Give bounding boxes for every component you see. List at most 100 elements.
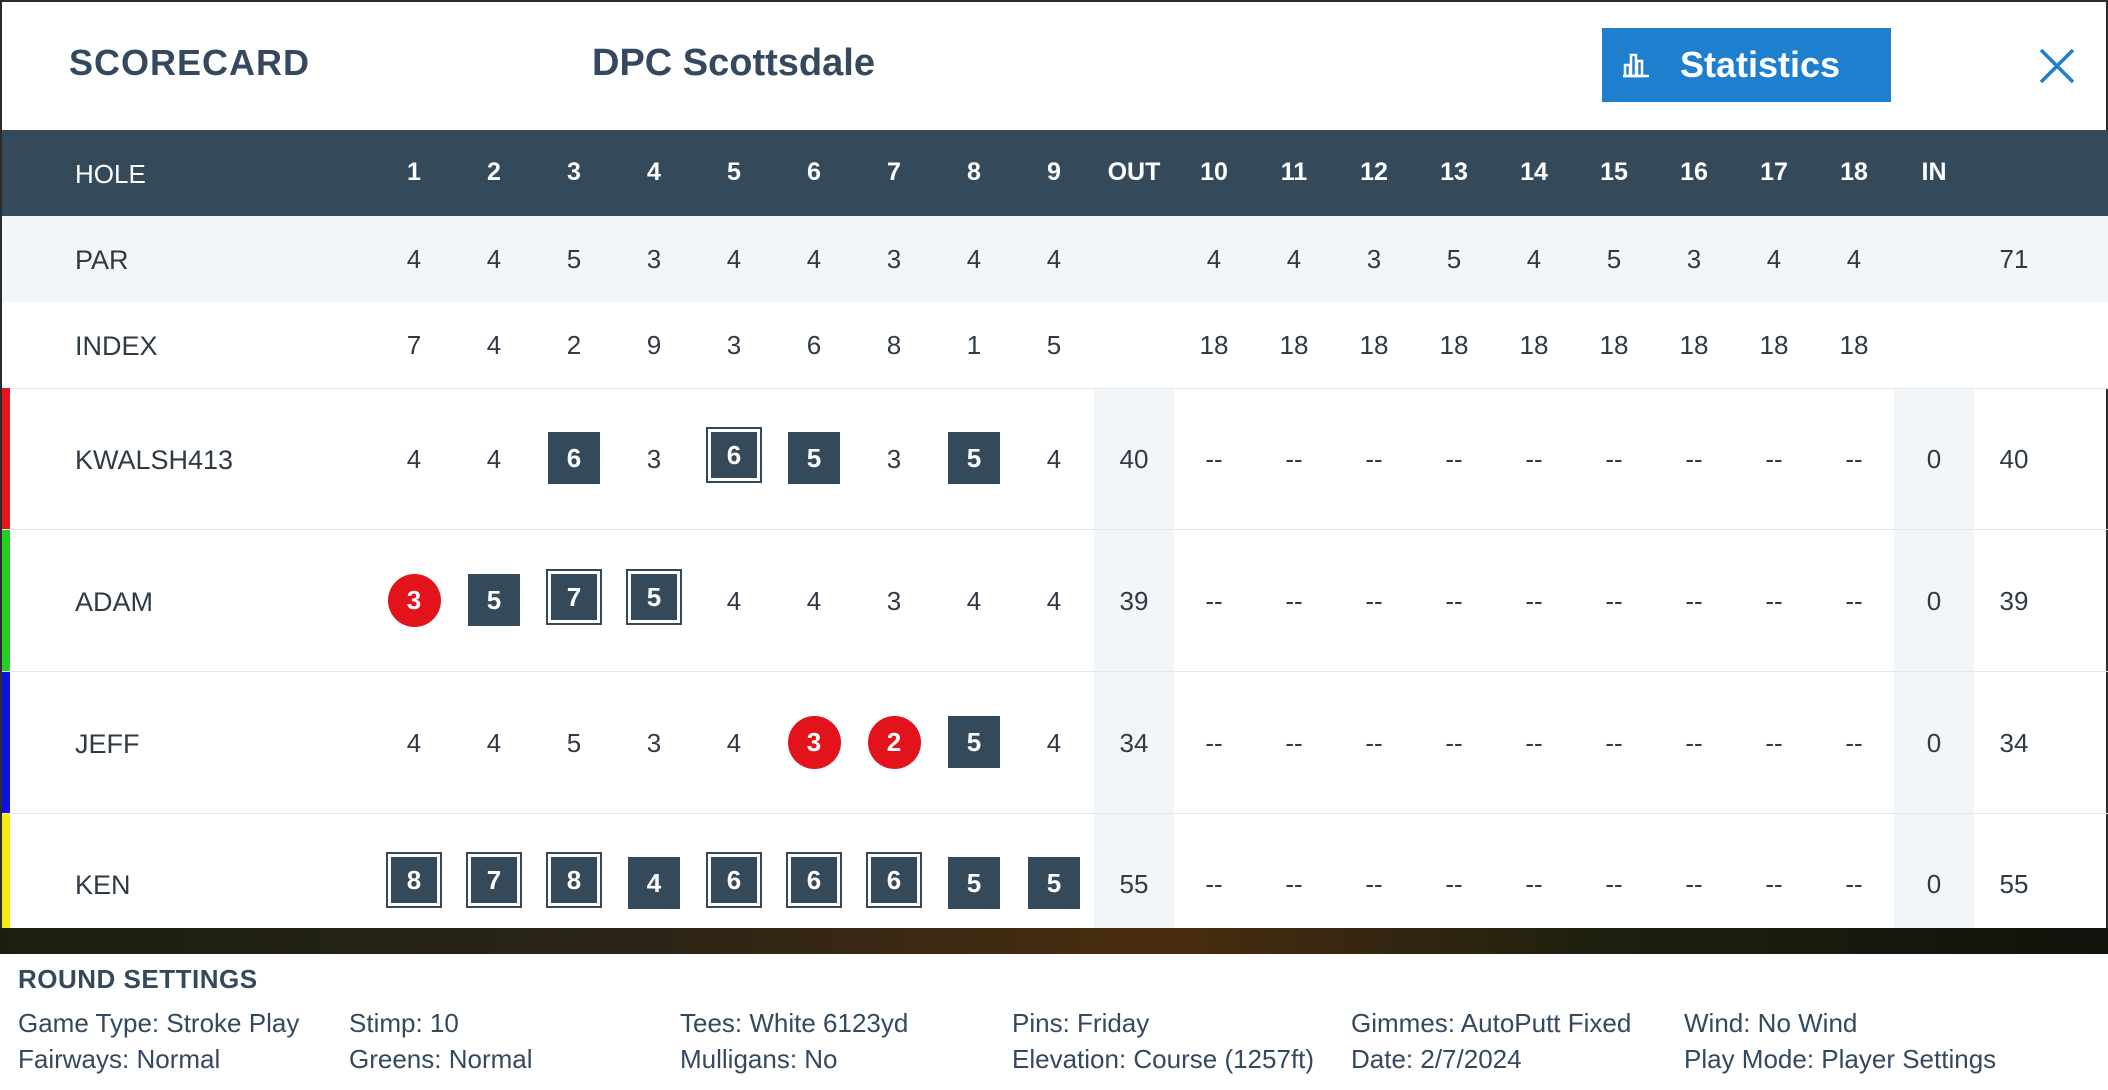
header-row: HOLE 1 2 3 4 5 6 7 8 9 OUT 10 11 12 13 14 15 16 17 18 IN [2, 130, 2108, 216]
score-cell: -- [1205, 585, 1223, 616]
score-cell: -- [1845, 727, 1863, 758]
par-value: 4 [726, 244, 742, 274]
index-value: 18 [1359, 330, 1389, 360]
par-value: 5 [1606, 244, 1622, 274]
score-cell: 4 [624, 857, 684, 909]
score-cell: 7 [544, 568, 604, 625]
score-cell: -- [1685, 585, 1703, 616]
index-value: 4 [486, 330, 502, 360]
score-cell: 7 [464, 852, 524, 908]
index-value: 8 [886, 330, 902, 360]
hole-number: 5 [727, 158, 741, 186]
hole-number: 18 [1840, 158, 1868, 186]
index-value: 6 [806, 330, 822, 360]
par-value: 4 [486, 244, 502, 274]
score-cell: 8 [544, 852, 604, 908]
index-value: 18 [1519, 330, 1549, 360]
score-cell: 0 [1926, 727, 1942, 758]
over-par-badge: 7 [466, 852, 522, 908]
player-name: KWALSH413 [75, 444, 234, 475]
index-row: INDEX 7 4 2 9 3 6 8 1 5 18 18 18 18 18 18 18 18 18 [2, 302, 2108, 389]
par-value: 3 [886, 244, 902, 274]
hole-number: 3 [567, 158, 581, 186]
par-value: 4 [1046, 244, 1062, 274]
score-cell: -- [1765, 869, 1783, 899]
over-par-badge: 8 [546, 852, 602, 908]
player-name: KEN [75, 870, 131, 900]
statistics-button-label: Statistics [1680, 44, 1841, 85]
par-value: 3 [1686, 244, 1702, 274]
over-par-badge: 6 [786, 852, 842, 908]
score-cell: 4 [726, 727, 742, 758]
statistics-button[interactable]: Statistics [1602, 28, 1891, 102]
player-name: JEFF [75, 728, 140, 759]
par-value: 4 [806, 244, 822, 274]
hole-number: 1 [407, 158, 421, 186]
score-cell: -- [1365, 443, 1383, 474]
player-name: ADAM [75, 586, 154, 617]
index-value: 9 [646, 330, 662, 360]
over-par-badge: 6 [866, 852, 922, 908]
scorecard-title: SCORECARD [69, 42, 311, 83]
par-value: 4 [406, 244, 422, 274]
score-cell: -- [1845, 443, 1863, 474]
score-cell: -- [1605, 869, 1623, 899]
score-cell: 4 [486, 727, 502, 758]
score-cell: -- [1285, 727, 1303, 758]
score-cell: 6 [704, 426, 764, 483]
score-cell: -- [1365, 585, 1383, 616]
hole-number: 13 [1440, 158, 1468, 186]
par-value: 4 [966, 244, 982, 274]
score-cell: 4 [486, 443, 502, 474]
player-row: KEN 8 7 8 4 6 6 6 5 5 55 -- -- -- -- -- -- -- -- -- 0 55 [2, 814, 2108, 955]
over-par-badge: 6 [706, 852, 762, 908]
score-cell: -- [1685, 727, 1703, 758]
round-setting: Gimmes: AutoPutt Fixed [1351, 1008, 1632, 1038]
player-color-stripe [2, 814, 10, 954]
hole-number: 15 [1600, 158, 1628, 186]
score-cell: 0 [1926, 585, 1942, 616]
over-par-badge: 5 [1028, 857, 1080, 909]
score-cell: -- [1525, 585, 1543, 616]
bar-chart-icon [1623, 53, 1649, 78]
round-setting: Fairways: Normal [18, 1044, 221, 1074]
score-cell: 6 [704, 852, 764, 908]
round-setting: Elevation: Course (1257ft) [1012, 1044, 1315, 1074]
close-icon[interactable] [2037, 46, 2077, 86]
index-value: 5 [1046, 330, 1062, 360]
score-cell: -- [1525, 443, 1543, 474]
hole-number: 7 [887, 158, 901, 186]
score-cell: 4 [1046, 585, 1062, 616]
score-cell: 5 [944, 431, 1004, 484]
index-value: 18 [1279, 330, 1309, 360]
over-par-badge: 8 [386, 852, 442, 908]
score-cell: 5 [944, 857, 1004, 909]
player-row: JEFF 4 4 5 3 4 3 2 5 4 34 -- -- -- -- -- -- -- -- -- 0 34 [2, 672, 2108, 814]
score-cell: 0 [1926, 869, 1942, 899]
index-value: 2 [566, 330, 582, 360]
par-value: 4 [1766, 244, 1782, 274]
par-value: 5 [1446, 244, 1462, 274]
par-value: 5 [566, 244, 582, 274]
hole-number: 2 [487, 158, 501, 186]
hole-number: 4 [647, 158, 661, 186]
score-cell: 4 [966, 585, 982, 616]
over-par-badge: 4 [628, 857, 680, 909]
course-name: DPC Scottsdale [592, 42, 875, 84]
score-cell: 39 [1999, 585, 2029, 616]
par-label: PAR [75, 245, 129, 275]
score-cell: -- [1205, 727, 1223, 758]
score-cell: -- [1765, 585, 1783, 616]
par-value: 3 [646, 244, 662, 274]
over-par-badge: 5 [948, 715, 1000, 768]
par-value: 4 [1846, 244, 1862, 274]
score-cell: -- [1845, 869, 1863, 899]
index-value: 7 [406, 330, 422, 360]
par-value: 71 [1999, 244, 2029, 274]
score-cell: 6 [544, 431, 604, 484]
hole-label: HOLE [75, 159, 146, 189]
over-par-badge: 5 [468, 573, 520, 626]
score-cell: -- [1525, 727, 1543, 758]
score-cell: 8 [384, 852, 444, 908]
